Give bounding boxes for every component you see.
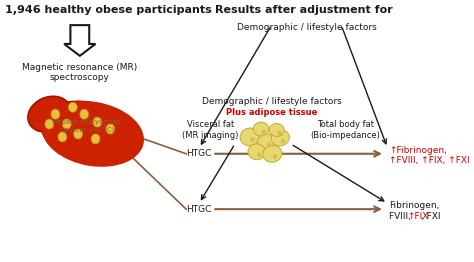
Circle shape (74, 129, 82, 139)
Circle shape (93, 117, 101, 127)
Circle shape (273, 154, 277, 159)
Ellipse shape (271, 130, 289, 146)
Circle shape (262, 129, 266, 134)
Text: ↑FVIII, ↑FIX, ↑FXI: ↑FVIII, ↑FIX, ↑FXI (389, 156, 470, 165)
Text: Fibrinogen,: Fibrinogen, (389, 201, 439, 210)
Text: Demographic / lifestyle factors: Demographic / lifestyle factors (237, 23, 376, 32)
Text: Results after adjustment for: Results after adjustment for (215, 5, 392, 15)
Text: FVIII,: FVIII, (389, 212, 414, 221)
Circle shape (51, 109, 60, 119)
Circle shape (68, 102, 77, 112)
Ellipse shape (269, 124, 284, 137)
Circle shape (281, 138, 285, 143)
Ellipse shape (263, 145, 282, 162)
Text: HTGC: HTGC (186, 149, 211, 158)
Ellipse shape (42, 101, 144, 167)
Circle shape (91, 134, 100, 144)
Ellipse shape (240, 128, 259, 146)
Circle shape (45, 119, 54, 129)
Text: Plus adipose tissue: Plus adipose tissue (226, 108, 317, 117)
Ellipse shape (28, 96, 71, 132)
Polygon shape (64, 25, 95, 56)
Text: HTGC: HTGC (186, 205, 211, 214)
Ellipse shape (253, 122, 269, 136)
Ellipse shape (248, 144, 265, 160)
Text: Total body fat
(Bio-impedance): Total body fat (Bio-impedance) (310, 120, 381, 140)
Circle shape (277, 130, 282, 135)
Text: , FXI: , FXI (420, 212, 440, 221)
Ellipse shape (257, 133, 275, 150)
Text: ↑Fibrinogen,: ↑Fibrinogen, (389, 146, 447, 155)
Circle shape (58, 132, 67, 142)
Circle shape (267, 142, 271, 147)
Circle shape (106, 124, 115, 134)
Text: Hepatic triglyceride
content (HTGC): Hepatic triglyceride content (HTGC) (53, 119, 121, 133)
Circle shape (63, 119, 71, 129)
Circle shape (257, 152, 262, 157)
Text: ↑FIX: ↑FIX (408, 212, 429, 221)
Text: 1,946 healthy obese participants: 1,946 healthy obese participants (5, 5, 211, 15)
Text: Demographic / lifestyle factors: Demographic / lifestyle factors (201, 97, 341, 106)
Circle shape (250, 138, 255, 142)
Ellipse shape (41, 101, 136, 163)
Circle shape (80, 109, 89, 119)
Text: Visceral fat
(MR imaging): Visceral fat (MR imaging) (182, 120, 239, 140)
Text: Magnetic resonance (MR)
spectroscopy: Magnetic resonance (MR) spectroscopy (22, 63, 137, 82)
